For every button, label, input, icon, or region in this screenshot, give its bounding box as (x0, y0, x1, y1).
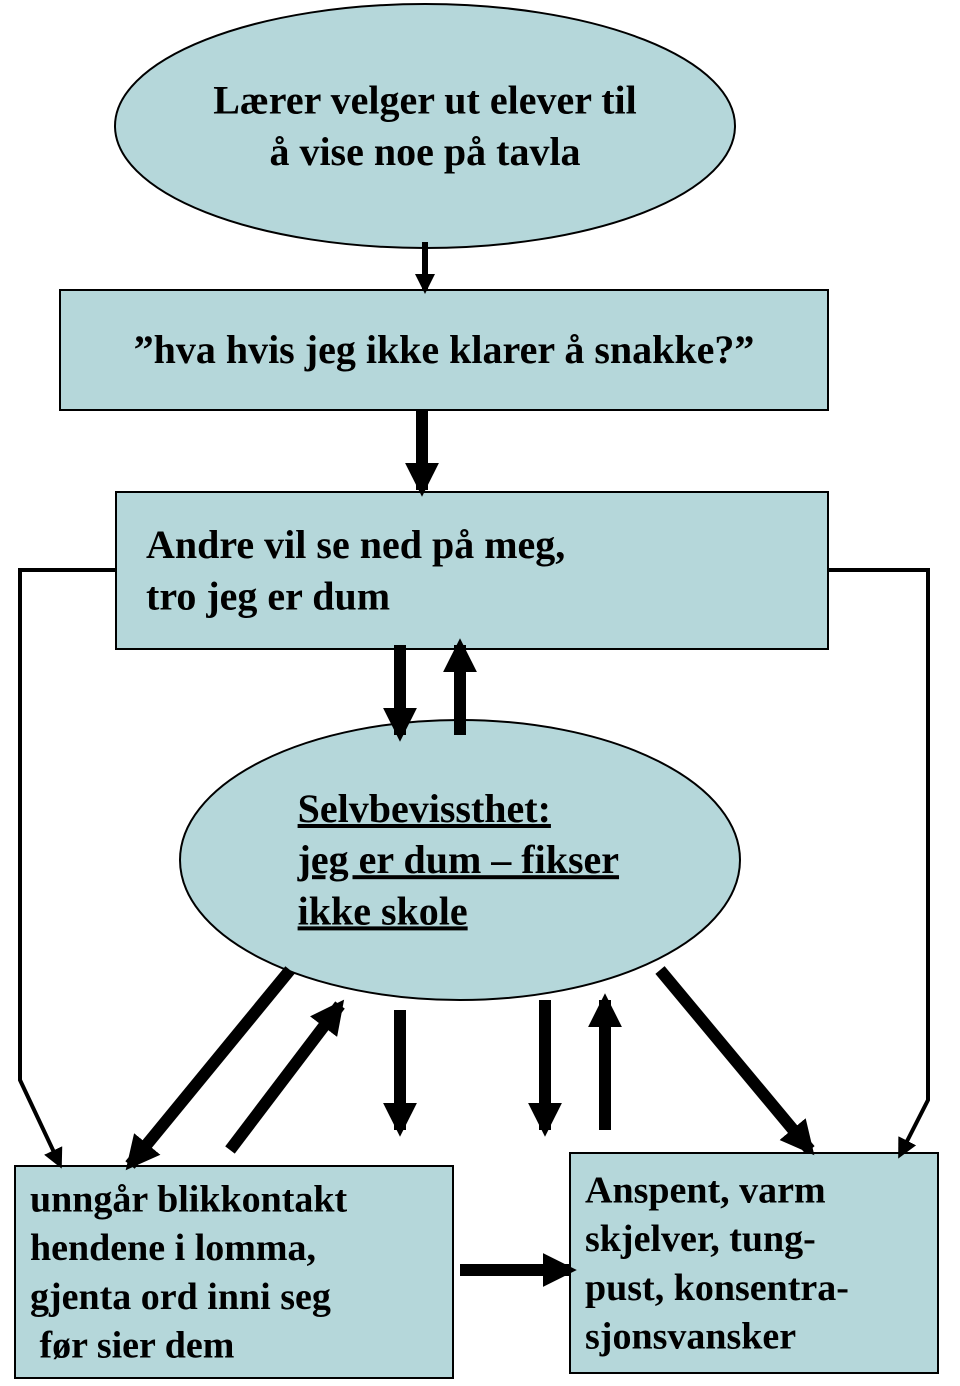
node-n1 (115, 4, 735, 248)
edge-12 (828, 570, 928, 1155)
node-n2-label: ”hva hvis jeg ikke klarer å snakke?” (134, 327, 755, 372)
edge-11 (20, 570, 116, 1165)
edge-9 (660, 970, 810, 1150)
edge-4 (130, 970, 290, 1165)
flowchart-canvas: Lærer velger ut elever tilå vise noe på … (0, 0, 960, 1386)
node-n3 (116, 492, 828, 649)
